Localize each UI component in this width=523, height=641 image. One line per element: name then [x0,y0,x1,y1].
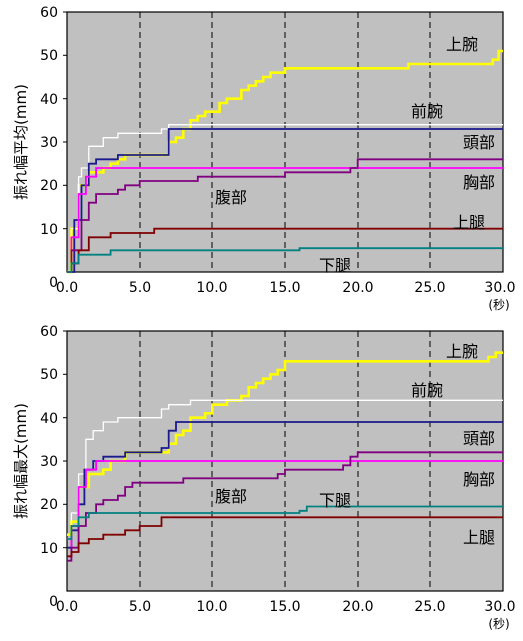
series-line-upper-arm [67,351,503,536]
y-axis-2: 60 50 40 30 20 10 0 振れ幅最大(mm) [12,324,67,610]
x-tick-label: 25.0 [414,599,445,615]
x-tick-label: 30.0 [484,280,515,296]
y-tick-label: 10 [40,541,58,557]
x-tick-label: 20.0 [342,280,373,296]
y-tick-label: 40 [40,411,58,427]
series-label-head: 頭部 [463,429,495,448]
y-tick-label: 0 [49,275,58,291]
series-label-head: 頭部 [463,133,495,152]
series-label-abdomen: 腹部 [215,487,247,506]
chart-average: 60 50 40 30 20 10 0 振れ幅平均(mm) 0.0 5.0 10… [12,5,516,312]
x-tick-label: 15.0 [269,280,300,296]
y-tick-label: 60 [40,5,58,21]
x-tick-label: 5.0 [129,280,151,296]
series-group-1 [67,49,503,274]
x-tick-label: 10.0 [196,599,227,615]
y-tick-label: 50 [40,48,58,64]
series-label-forearm: 前腕 [411,381,443,400]
x-axis-1: 0.0 5.0 10.0 15.0 20.0 25.0 30.0 (秒) [56,280,516,312]
series-label-chest: 胸部 [463,470,495,489]
x-tick-label: 5.0 [129,599,151,615]
series-line-abdomen [67,158,503,273]
series-label-lower-leg: 下腿 [319,491,351,510]
y-tick-label: 10 [40,222,58,238]
y-ticks-2 [63,330,67,549]
x-tick-label: 10.0 [196,280,227,296]
series-label-upper-arm: 上腕 [446,35,478,54]
x-axis-unit-1: (秒) [488,298,509,312]
series-line-head [67,128,503,273]
y-tick-label: 20 [40,497,58,513]
series-label-chest: 胸部 [463,173,495,192]
x-tick-label: 30.0 [484,599,515,615]
y-tick-label: 60 [40,324,58,340]
y-axis-title-2: 振れ幅最大(mm) [12,403,30,519]
x-tick-label: 25.0 [414,280,445,296]
x-axis-unit-2: (秒) [488,617,509,631]
y-tick-label: 0 [49,594,58,610]
grid-1 [139,12,431,272]
y-axis-title-1: 振れ幅平均(mm) [12,84,30,200]
x-tick-label: 0.0 [56,280,78,296]
series-group-2 [67,351,503,562]
y-tick-label: 30 [40,454,58,470]
x-tick-label: 15.0 [269,599,300,615]
series-line-upper-arm [67,49,503,274]
series-label-thigh: 上腿 [453,213,485,232]
x-axis-2: 0.0 5.0 10.0 15.0 20.0 25.0 30.0 (秒) [56,599,516,631]
series-line-lower-leg [67,247,503,273]
series-line-abdomen [67,451,503,562]
series-label-forearm: 前腕 [411,102,443,121]
y-ticks-1 [63,11,67,230]
chart-maximum: 60 50 40 30 20 10 0 振れ幅最大(mm) 0.0 5.0 10… [12,324,516,631]
series-line-thigh [67,516,503,558]
series-line-chest [67,167,503,273]
y-tick-label: 30 [40,135,58,151]
series-line-lower-leg [67,505,503,540]
x-tick-label: 0.0 [56,599,78,615]
y-tick-label: 40 [40,92,58,108]
series-label-abdomen: 腹部 [215,188,247,207]
y-axis-1: 60 50 40 30 20 10 0 振れ幅平均(mm) [12,5,67,291]
x-tick-label: 20.0 [342,599,373,615]
y-tick-label: 50 [40,367,58,383]
series-labels-2: 上腕 前腕 頭部 胸部 腹部 下腿 上腿 [215,342,495,547]
series-label-lower-leg: 下腿 [319,256,351,275]
series-label-thigh: 上腿 [463,528,495,547]
series-labels-1: 上腕 前腕 頭部 胸部 腹部 上腿 下腿 [215,35,495,275]
series-label-upper-arm: 上腕 [446,342,478,361]
series-line-forearm [67,124,503,273]
y-tick-label: 20 [40,178,58,194]
